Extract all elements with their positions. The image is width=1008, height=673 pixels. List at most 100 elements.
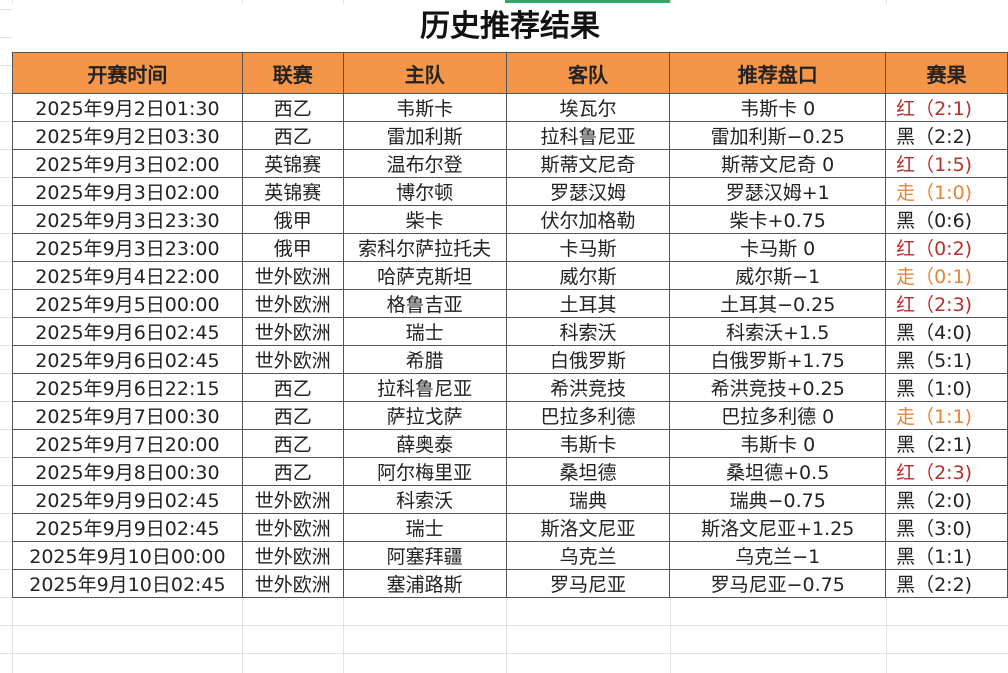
header-cell-league[interactable]: 联赛 xyxy=(241,52,344,94)
cell-pick[interactable]: 桑坦德+0.5 xyxy=(669,457,887,486)
cell-home[interactable]: 雷加利斯 xyxy=(342,121,507,150)
cell-home[interactable]: 韦斯卡 xyxy=(342,93,507,122)
cell-league[interactable]: 世外欧洲 xyxy=(241,541,344,570)
cell-away[interactable]: 卡马斯 xyxy=(505,233,671,262)
cell-time[interactable]: 2025年9月6日02:45 xyxy=(12,317,243,346)
header-cell-away[interactable]: 客队 xyxy=(505,52,671,94)
cell-time[interactable]: 2025年9月5日00:00 xyxy=(12,289,243,318)
cell-league[interactable]: 世外欧洲 xyxy=(241,261,344,290)
cell-home[interactable]: 温布尔登 xyxy=(342,149,507,178)
cell-home[interactable]: 索科尔萨拉托夫 xyxy=(342,233,507,262)
cell-away[interactable]: 拉科鲁尼亚 xyxy=(505,121,671,150)
cell-league[interactable]: 世外欧洲 xyxy=(241,289,344,318)
cell-away[interactable]: 罗马尼亚 xyxy=(505,569,671,598)
cell-time[interactable]: 2025年9月7日00:30 xyxy=(12,401,243,430)
cell-time[interactable]: 2025年9月8日00:30 xyxy=(12,457,243,486)
cell-pick[interactable]: 斯蒂文尼奇 0 xyxy=(669,149,887,178)
cell-home[interactable]: 哈萨克斯坦 xyxy=(342,261,507,290)
cell-league[interactable]: 世外欧洲 xyxy=(241,345,344,374)
cell-result[interactable]: 黑（2:2) xyxy=(885,569,1008,598)
cell-home[interactable]: 希腊 xyxy=(342,345,507,374)
cell-league[interactable]: 西乙 xyxy=(241,429,344,458)
cell-pick[interactable]: 白俄罗斯+1.75 xyxy=(669,345,887,374)
cell-away[interactable]: 韦斯卡 xyxy=(505,429,671,458)
cell-home[interactable]: 博尔顿 xyxy=(342,177,507,206)
cell-result[interactable]: 红（2:1) xyxy=(885,93,1008,122)
cell-pick[interactable]: 韦斯卡 0 xyxy=(669,429,887,458)
cell-pick[interactable]: 柴卡+0.75 xyxy=(669,205,887,234)
cell-time[interactable]: 2025年9月7日20:00 xyxy=(12,429,243,458)
cell-time[interactable]: 2025年9月3日02:00 xyxy=(12,177,243,206)
cell-pick[interactable]: 威尔斯−1 xyxy=(669,261,887,290)
cell-league[interactable]: 英锦赛 xyxy=(241,149,344,178)
cell-league[interactable]: 西乙 xyxy=(241,457,344,486)
cell-away[interactable]: 桑坦德 xyxy=(505,457,671,486)
cell-time[interactable]: 2025年9月10日00:00 xyxy=(12,541,243,570)
cell-away[interactable]: 斯洛文尼亚 xyxy=(505,513,671,542)
cell-league[interactable]: 西乙 xyxy=(241,93,344,122)
cell-result[interactable]: 黑（1:1) xyxy=(885,541,1008,570)
cell-result[interactable]: 黑（1:0) xyxy=(885,373,1008,402)
cell-result[interactable]: 黑（2:1) xyxy=(885,429,1008,458)
cell-home[interactable]: 薛奥泰 xyxy=(342,429,507,458)
cell-time[interactable]: 2025年9月9日02:45 xyxy=(12,513,243,542)
cell-result[interactable]: 黑（0:6) xyxy=(885,205,1008,234)
cell-time[interactable]: 2025年9月2日01:30 xyxy=(12,93,243,122)
cell-home[interactable]: 阿尔梅里亚 xyxy=(342,457,507,486)
cell-away[interactable]: 白俄罗斯 xyxy=(505,345,671,374)
cell-away[interactable]: 希洪竞技 xyxy=(505,373,671,402)
cell-home[interactable]: 瑞士 xyxy=(342,317,507,346)
cell-time[interactable]: 2025年9月4日22:00 xyxy=(12,261,243,290)
cell-league[interactable]: 西乙 xyxy=(241,121,344,150)
cell-time[interactable]: 2025年9月3日23:00 xyxy=(12,233,243,262)
cell-league[interactable]: 西乙 xyxy=(241,373,344,402)
cell-result[interactable]: 走（1:0) xyxy=(885,177,1008,206)
cell-away[interactable]: 威尔斯 xyxy=(505,261,671,290)
cell-home[interactable]: 柴卡 xyxy=(342,205,507,234)
cell-away[interactable]: 土耳其 xyxy=(505,289,671,318)
cell-home[interactable]: 拉科鲁尼亚 xyxy=(342,373,507,402)
cell-time[interactable]: 2025年9月6日02:45 xyxy=(12,345,243,374)
cell-league[interactable]: 西乙 xyxy=(241,401,344,430)
cell-pick[interactable]: 瑞典−0.75 xyxy=(669,485,887,514)
cell-pick[interactable]: 土耳其−0.25 xyxy=(669,289,887,318)
cell-away[interactable]: 埃瓦尔 xyxy=(505,93,671,122)
cell-home[interactable]: 科索沃 xyxy=(342,485,507,514)
cell-home[interactable]: 格鲁吉亚 xyxy=(342,289,507,318)
cell-result[interactable]: 黑（5:1) xyxy=(885,345,1008,374)
cell-league[interactable]: 世外欧洲 xyxy=(241,485,344,514)
cell-pick[interactable]: 科索沃+1.5 xyxy=(669,317,887,346)
cell-time[interactable]: 2025年9月9日02:45 xyxy=(12,485,243,514)
cell-time[interactable]: 2025年9月10日02:45 xyxy=(12,569,243,598)
header-cell-home[interactable]: 主队 xyxy=(342,52,507,94)
cell-away[interactable]: 巴拉多利德 xyxy=(505,401,671,430)
cell-pick[interactable]: 雷加利斯−0.25 xyxy=(669,121,887,150)
cell-time[interactable]: 2025年9月2日03:30 xyxy=(12,121,243,150)
cell-pick[interactable]: 斯洛文尼亚+1.25 xyxy=(669,513,887,542)
cell-away[interactable]: 罗瑟汉姆 xyxy=(505,177,671,206)
sheet-title[interactable]: 历史推荐结果 xyxy=(12,4,1008,52)
cell-pick[interactable]: 韦斯卡 0 xyxy=(669,93,887,122)
cell-away[interactable]: 乌克兰 xyxy=(505,541,671,570)
cell-league[interactable]: 俄甲 xyxy=(241,205,344,234)
cell-league[interactable]: 世外欧洲 xyxy=(241,569,344,598)
header-cell-time[interactable]: 开赛时间 xyxy=(12,52,243,94)
cell-time[interactable]: 2025年9月3日23:30 xyxy=(12,205,243,234)
cell-home[interactable]: 塞浦路斯 xyxy=(342,569,507,598)
cell-result[interactable]: 走（1:1) xyxy=(885,401,1008,430)
cell-pick[interactable]: 卡马斯 0 xyxy=(669,233,887,262)
cell-home[interactable]: 萨拉戈萨 xyxy=(342,401,507,430)
cell-pick[interactable]: 希洪竞技+0.25 xyxy=(669,373,887,402)
cell-away[interactable]: 科索沃 xyxy=(505,317,671,346)
cell-away[interactable]: 瑞典 xyxy=(505,485,671,514)
cell-away[interactable]: 斯蒂文尼奇 xyxy=(505,149,671,178)
cell-home[interactable]: 瑞士 xyxy=(342,513,507,542)
cell-league[interactable]: 世外欧洲 xyxy=(241,317,344,346)
cell-result[interactable]: 红（2:3) xyxy=(885,289,1008,318)
header-cell-result[interactable]: 赛果 xyxy=(885,52,1008,94)
cell-result[interactable]: 红（0:2) xyxy=(885,233,1008,262)
cell-away[interactable]: 伏尔加格勒 xyxy=(505,205,671,234)
cell-result[interactable]: 红（1:5) xyxy=(885,149,1008,178)
cell-time[interactable]: 2025年9月6日22:15 xyxy=(12,373,243,402)
cell-result[interactable]: 黑（3:0) xyxy=(885,513,1008,542)
